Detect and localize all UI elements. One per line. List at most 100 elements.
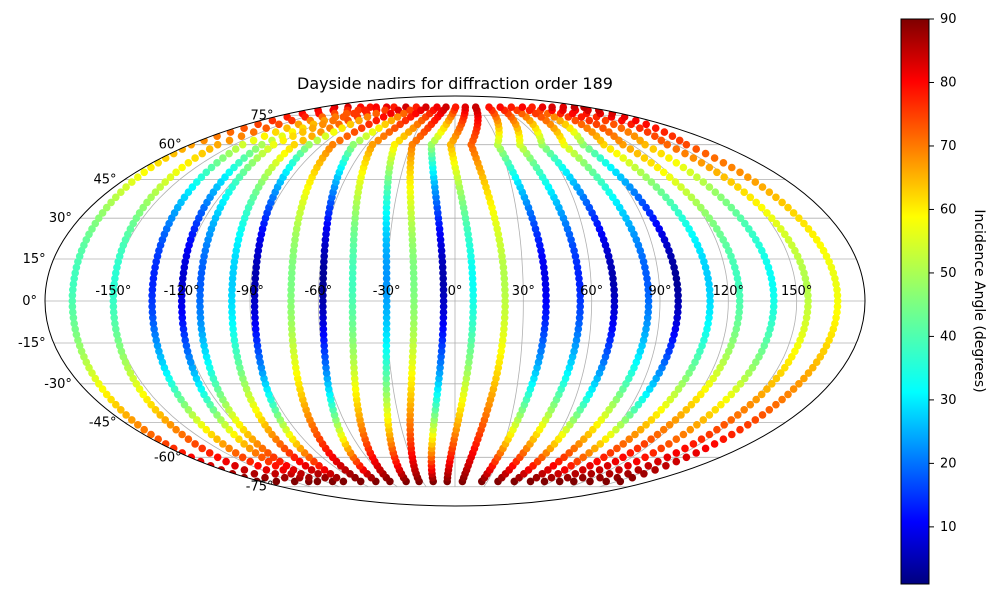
data-point <box>713 168 721 177</box>
data-point <box>148 308 157 317</box>
data-point <box>556 116 564 125</box>
data-point <box>198 444 206 453</box>
data-point <box>408 353 417 361</box>
data-point <box>128 416 136 424</box>
data-point <box>229 325 237 333</box>
data-point <box>816 353 825 361</box>
data-point <box>745 369 753 377</box>
data-point <box>612 168 620 177</box>
data-point <box>599 124 607 132</box>
data-point <box>410 286 418 294</box>
data-point <box>250 286 259 294</box>
data-point <box>251 280 259 289</box>
data-point <box>285 145 294 153</box>
data-point <box>765 406 774 414</box>
data-point <box>540 263 548 272</box>
data-point <box>686 168 695 177</box>
data-point <box>382 336 391 345</box>
data-point <box>237 132 246 140</box>
data-point <box>143 395 151 404</box>
y-tick-label: -30° <box>44 377 72 392</box>
data-point <box>624 462 632 470</box>
data-point <box>571 116 580 125</box>
data-point <box>641 140 649 149</box>
data-point <box>789 209 798 217</box>
data-point <box>803 286 812 294</box>
data-point <box>555 457 563 466</box>
data-point <box>706 291 714 300</box>
data-point <box>410 291 418 300</box>
data-point <box>784 203 792 212</box>
data-point <box>151 330 159 339</box>
data-point <box>320 341 329 350</box>
data-point <box>178 314 187 322</box>
data-point <box>229 330 238 339</box>
data-point <box>610 297 619 305</box>
data-point <box>677 183 685 191</box>
data-point <box>350 128 359 136</box>
data-point <box>748 230 757 239</box>
data-point <box>654 457 662 466</box>
data-point <box>382 380 391 388</box>
data-point <box>221 173 229 181</box>
data-point <box>381 120 390 129</box>
data-point <box>437 353 445 361</box>
data-point <box>768 280 777 289</box>
data-point <box>179 269 188 277</box>
data-point <box>356 136 364 145</box>
data-point <box>538 470 547 478</box>
data-point <box>631 163 639 172</box>
data-point <box>288 263 296 272</box>
data-point <box>705 430 714 439</box>
data-point <box>542 286 550 294</box>
data-point <box>665 440 673 448</box>
data-point <box>649 449 658 457</box>
data-point <box>772 219 781 228</box>
data-point <box>439 291 448 300</box>
data-point <box>642 120 650 129</box>
data-point <box>228 319 237 328</box>
data-point <box>193 416 201 424</box>
data-point <box>139 390 147 399</box>
data-point <box>699 178 708 186</box>
data-point <box>295 457 304 466</box>
data-point <box>156 411 164 419</box>
data-point <box>382 308 391 317</box>
data-point <box>769 286 778 294</box>
data-point <box>410 319 418 328</box>
colorbar-tick-label: 30 <box>940 393 957 408</box>
data-point <box>382 236 391 244</box>
data-point <box>117 188 125 196</box>
colorbar-tick-label: 80 <box>940 75 957 90</box>
data-point <box>112 193 120 202</box>
data-point <box>349 341 357 350</box>
data-point <box>408 241 417 249</box>
data-point <box>722 198 730 207</box>
data-point <box>640 154 649 162</box>
data-point <box>609 319 617 328</box>
data-point <box>382 269 391 277</box>
data-point <box>287 280 296 289</box>
data-point <box>649 145 658 153</box>
data-point <box>381 106 389 115</box>
data-point <box>606 449 615 457</box>
data-point <box>196 280 205 289</box>
data-point <box>610 286 618 294</box>
data-point <box>593 173 601 181</box>
data-point <box>643 319 651 328</box>
data-point <box>289 341 297 350</box>
colorbar: 10 20 30 40 50 60 70 80 90 Incidence Angle (degr… <box>900 12 987 585</box>
data-point <box>109 291 118 300</box>
x-tick-label: -150° <box>95 284 131 299</box>
data-point <box>348 280 357 289</box>
data-point <box>406 106 414 115</box>
data-point <box>644 286 652 294</box>
data-point <box>382 347 391 356</box>
data-point <box>319 263 328 272</box>
data-point <box>228 286 236 294</box>
data-point <box>605 470 614 478</box>
data-point <box>109 286 118 294</box>
data-point <box>468 319 477 328</box>
data-point <box>468 325 477 333</box>
data-point <box>644 297 653 305</box>
